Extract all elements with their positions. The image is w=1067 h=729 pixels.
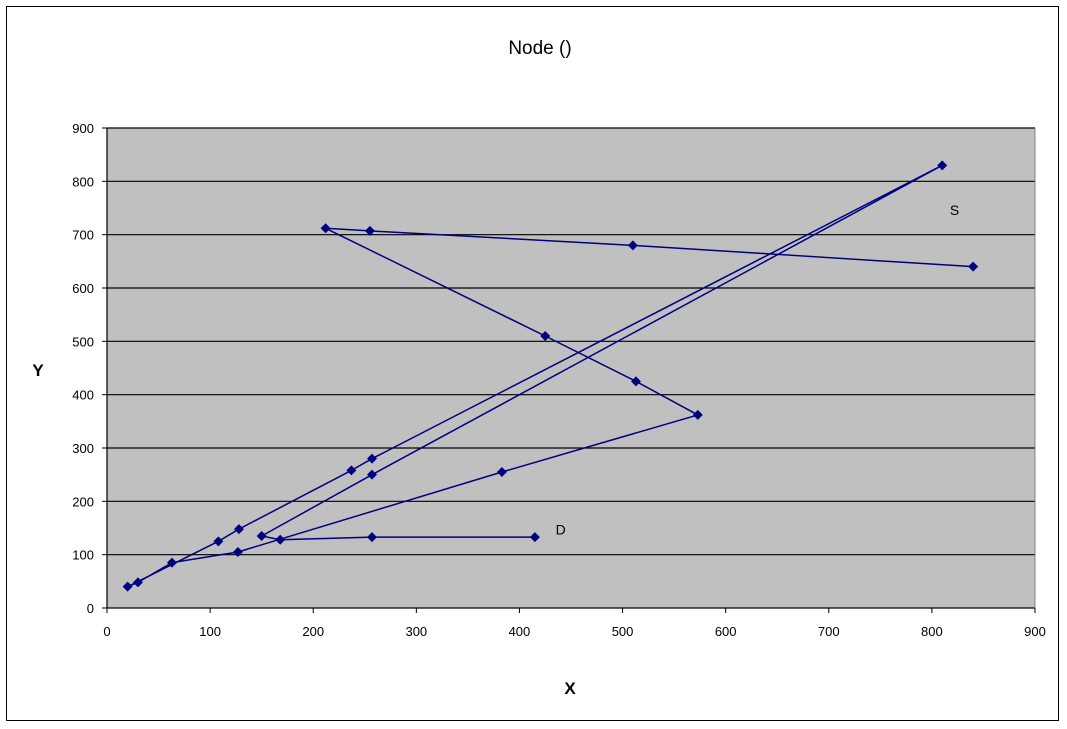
x-tick-label: 500 — [612, 624, 634, 639]
y-tick-label: 700 — [72, 228, 94, 243]
data-point — [540, 331, 551, 341]
x-tick-label: 200 — [302, 624, 324, 639]
annotations: SD — [556, 202, 960, 537]
y-tick-label: 0 — [87, 601, 94, 616]
x-tick-label: 600 — [715, 624, 737, 639]
data-point — [366, 453, 377, 464]
data-point — [233, 524, 244, 535]
x-tick-label: 0 — [103, 624, 110, 639]
grid-lines — [107, 127, 1035, 556]
y-axis-title: Y — [32, 361, 44, 380]
x-axis-title: X — [564, 679, 576, 698]
data-point — [937, 160, 948, 171]
annotation-label: S — [950, 202, 959, 218]
chart-title: Node () — [508, 38, 571, 59]
y-tick-label: 500 — [72, 334, 94, 349]
x-tick-label: 800 — [921, 624, 943, 639]
data-point — [366, 532, 377, 543]
y-tick-label: 200 — [72, 494, 94, 509]
x-tick-label: 900 — [1024, 624, 1046, 639]
series-line — [126, 164, 974, 588]
plot-area — [107, 128, 1035, 608]
x-tick-label: 700 — [818, 624, 840, 639]
axes — [102, 127, 1036, 613]
annotation-label: D — [556, 521, 566, 537]
data-point — [213, 536, 224, 547]
x-tick-label: 400 — [509, 624, 531, 639]
y-tick-label: 800 — [72, 174, 94, 189]
series — [122, 160, 979, 592]
data-point — [132, 577, 143, 588]
y-tick-label: 100 — [72, 548, 94, 563]
y-tick-label: 900 — [72, 121, 94, 136]
y-tick-labels: 0 100 200 300 400 500 600 700 800 900 — [72, 121, 94, 616]
data-point — [627, 240, 638, 251]
data-point — [122, 581, 133, 592]
data-point — [166, 557, 177, 568]
x-tick-labels: 0 100 200 300 400 500 600 700 800 900 — [103, 624, 1045, 639]
data-point — [364, 225, 375, 236]
y-tick-label: 300 — [72, 441, 94, 456]
data-point — [630, 376, 641, 387]
data-point — [346, 465, 357, 476]
data-point — [232, 547, 243, 557]
data-point — [968, 261, 979, 272]
data-point — [529, 532, 540, 543]
y-tick-label: 600 — [72, 281, 94, 296]
data-point — [692, 409, 703, 420]
x-tick-label: 300 — [405, 624, 427, 639]
data-point — [366, 469, 377, 480]
x-tick-label: 100 — [199, 624, 221, 639]
data-point — [320, 223, 331, 234]
data-point — [275, 534, 286, 545]
data-point — [256, 531, 267, 541]
y-tick-label: 400 — [72, 388, 94, 403]
data-point — [496, 467, 507, 477]
